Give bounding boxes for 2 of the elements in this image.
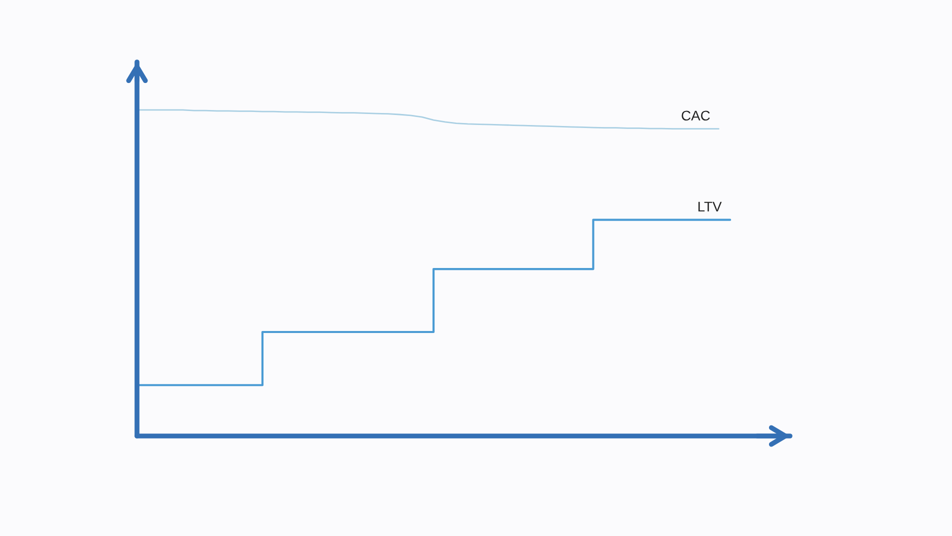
series-label: CAC (682, 110, 710, 121)
series-label: LTV (698, 202, 722, 212)
